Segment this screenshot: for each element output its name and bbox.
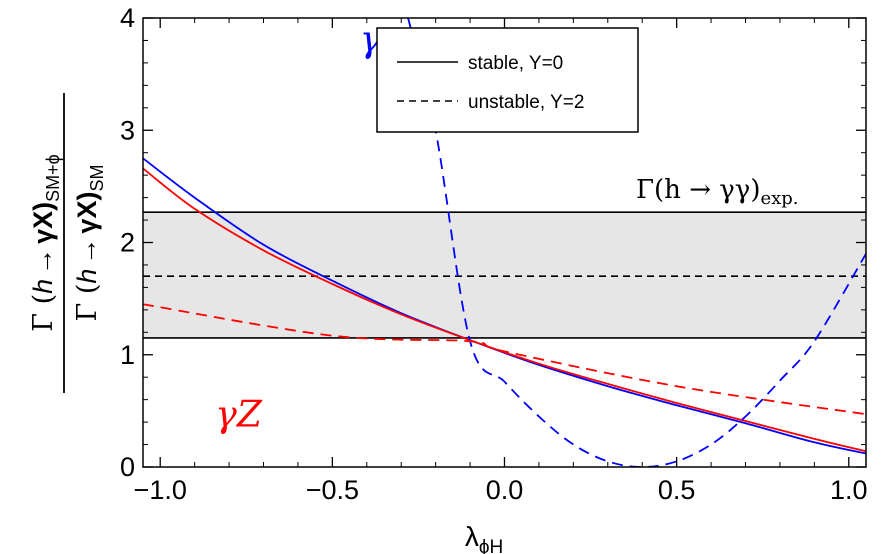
- y-tick-label: 0: [120, 452, 135, 482]
- band-fill: [143, 212, 866, 338]
- y-tick-label: 1: [120, 340, 135, 370]
- y-tick-label: 2: [120, 228, 135, 258]
- legend-label-stable: stable, Y=0: [468, 53, 563, 74]
- x-tick-label: 1.0: [830, 475, 868, 505]
- y-label-numerator: Γ (h→γX)SM+ϕ: [28, 154, 63, 332]
- x-tick-label: 0.5: [658, 475, 696, 505]
- x-tick-label: 0.0: [486, 475, 524, 505]
- axis-ticks: [143, 17, 866, 468]
- annotation-gamma-z: γZ: [215, 395, 263, 436]
- band-label: Γ(h → γγ)exp.: [636, 175, 799, 209]
- y-tick-label: 3: [120, 115, 135, 145]
- y-label-denominator: Γ (h→γX)SM: [72, 165, 107, 322]
- y-tick-label: 4: [120, 3, 135, 33]
- series-layer: [143, 18, 866, 467]
- x-tick-labels: −1.0 −0.5 0.0 0.5 1.0: [134, 475, 868, 505]
- legend-label-unstable: unstable, Y=2: [468, 92, 584, 113]
- legend-box: [376, 27, 639, 133]
- experimental-band: [143, 211, 866, 339]
- x-tick-label: −1.0: [134, 475, 187, 505]
- y-axis-label: Γ (h→γX)SM+ϕ Γ (h→γX)SM: [28, 93, 107, 393]
- series-line-dashed-red: [143, 303, 866, 416]
- legend: stable, Y=0 unstable, Y=2: [376, 27, 639, 133]
- x-axis-label: λϕH: [465, 521, 503, 554]
- x-tick-label: −0.5: [306, 475, 359, 505]
- y-tick-labels: 0 1 2 3 4: [120, 3, 135, 482]
